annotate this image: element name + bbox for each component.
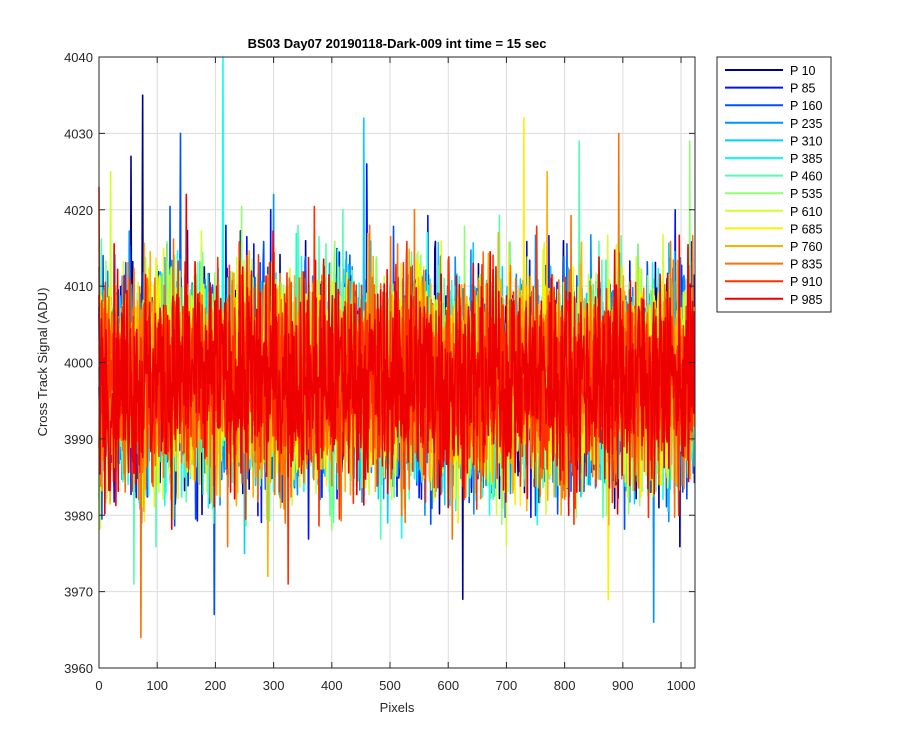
x-tick-label: 100 [146,678,168,693]
x-tick-label: 300 [263,678,285,693]
y-tick-label: 3980 [64,508,93,523]
x-tick-label: 0 [95,678,102,693]
x-tick-label: 500 [379,678,401,693]
legend-label: P 835 [790,258,822,272]
y-axis-label: Cross Track Signal (ADU) [35,288,50,437]
x-tick-label: 600 [437,678,459,693]
y-tick-label: 4010 [64,279,93,294]
x-tick-label: 400 [321,678,343,693]
legend-label: P 385 [790,152,822,166]
x-axis-label: Pixels [380,700,415,715]
y-tick-label: 3970 [64,585,93,600]
legend-box [716,56,832,313]
x-tick-label: 900 [612,678,634,693]
axis-ticks: 0 100 200 300 400 500 600 700 800 900 1000 3960 3970… [64,50,695,693]
x-tick-label: 200 [205,678,227,693]
legend-label: P 685 [790,222,822,236]
legend: P 10 P 85 P 160 P 235 P 310 P 385 P 460 P 535 P … [716,56,832,313]
y-tick-label: 3960 [64,661,93,676]
x-tick-label: 1000 [667,678,696,693]
x-tick-label: 700 [496,678,518,693]
y-tick-label: 4040 [64,50,93,65]
legend-label: P 610 [790,205,822,219]
legend-label: P 535 [790,187,822,201]
legend-label: P 460 [790,170,822,184]
legend-label: P 985 [790,293,822,307]
legend-label: P 10 [790,64,816,78]
x-tick-label: 800 [554,678,576,693]
legend-label: P 85 [790,82,816,96]
series-lines [98,56,696,639]
legend-label: P 235 [790,117,822,131]
legend-label: P 910 [790,275,822,289]
legend-label: P 160 [790,99,822,113]
y-tick-label: 4000 [64,356,93,371]
y-tick-label: 4020 [64,203,93,218]
y-tick-label: 3990 [64,432,93,447]
chart-title: BS03 Day07 20190118-Dark-009 int time = … [248,36,547,51]
legend-label: P 760 [790,240,822,254]
series-line-p985 [98,193,696,530]
y-tick-label: 4030 [64,126,93,141]
legend-label: P 310 [790,134,822,148]
